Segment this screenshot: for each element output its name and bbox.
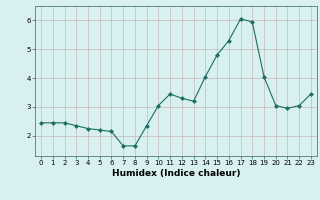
X-axis label: Humidex (Indice chaleur): Humidex (Indice chaleur) bbox=[112, 169, 240, 178]
